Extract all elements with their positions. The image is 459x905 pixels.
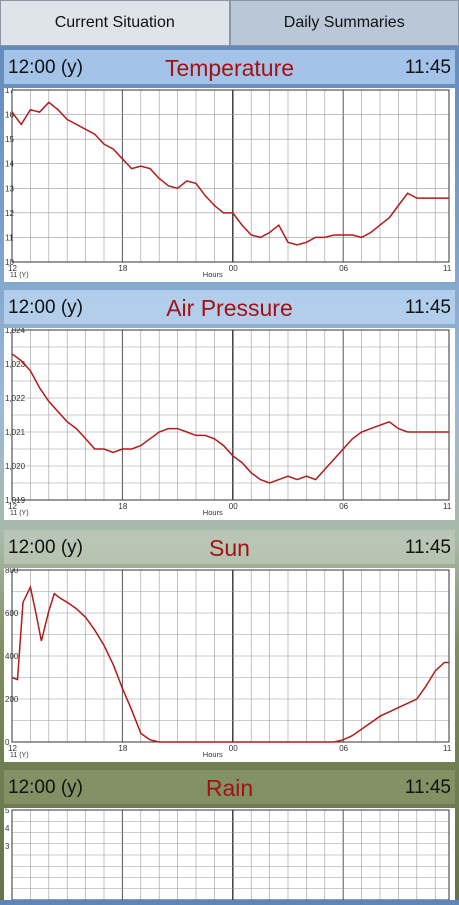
y-tick-label: 1,022 — [5, 394, 26, 403]
x-tick-label: 18 — [118, 744, 127, 753]
y-tick-label: 13 — [5, 184, 14, 193]
chart-background — [4, 88, 455, 282]
x-tick-label: 18 — [118, 264, 127, 273]
tab-bar: Current Situation Daily Summaries — [0, 0, 459, 46]
x-tick-label: 06 — [339, 502, 348, 511]
end-time-label: 11:45 — [405, 777, 451, 799]
y-tick-label: 800 — [5, 568, 19, 575]
panel-title: Rain — [4, 775, 455, 802]
panel-title: Temperature — [4, 55, 455, 82]
x-start-label: 11 (Y) — [10, 510, 29, 517]
chart-background — [4, 328, 455, 520]
panel-title: Sun — [4, 535, 455, 562]
rain-chart: 3 4 5 — [4, 808, 455, 905]
y-tick-label: 3 — [5, 842, 10, 851]
panel-title: Air Pressure — [4, 295, 455, 322]
end-time-label: 11:45 — [405, 57, 451, 79]
x-axis-title: Hours — [203, 270, 223, 279]
y-tick-label: 17 — [5, 88, 14, 95]
x-tick-label: 06 — [339, 264, 348, 273]
y-tick-label: 1,024 — [5, 328, 26, 335]
chart-background — [4, 568, 455, 762]
y-tick-label: 1,021 — [5, 428, 26, 437]
tab-daily-summaries[interactable]: Daily Summaries — [230, 0, 459, 46]
end-time-label: 11:45 — [405, 297, 451, 319]
x-tick-label: 00 — [229, 502, 238, 511]
y-tick-label: 5 — [5, 808, 10, 815]
x-tick-label: 18 — [118, 502, 127, 511]
y-tick-label: 15 — [5, 135, 14, 144]
panel-header: 12:00 (y) Rain 11:45 — [4, 770, 455, 804]
y-tick-label: 400 — [5, 652, 19, 661]
y-tick-label: 11 — [5, 233, 14, 242]
y-tick-label: 16 — [5, 111, 14, 120]
rain-panel[interactable]: 12:00 (y) Rain 11:45 3 4 5 — [4, 770, 455, 900]
panel-header: 12:00 (y) Temperature 11:45 — [4, 50, 455, 84]
x-axis-title: Hours — [203, 750, 223, 759]
x-tick-label: 06 — [339, 744, 348, 753]
x-start-label: 11 (Y) — [10, 272, 29, 279]
x-axis-title: Hours — [203, 508, 223, 517]
x-tick-label: 11 — [443, 264, 452, 273]
tab-current-situation[interactable]: Current Situation — [0, 0, 230, 46]
panel-header: 12:00 (y) Air Pressure 11:45 — [4, 290, 455, 324]
chart-background — [4, 808, 455, 900]
end-time-label: 11:45 — [405, 537, 451, 559]
x-tick-label: 00 — [229, 744, 238, 753]
y-tick-label: 14 — [5, 160, 14, 169]
x-start-label: 11 (Y) — [10, 752, 29, 759]
y-tick-label: 12 — [5, 209, 14, 218]
x-tick-label: 00 — [229, 264, 238, 273]
y-tick-label: 200 — [5, 695, 19, 704]
x-tick-label: 11 — [443, 502, 452, 511]
panel-header: 12:00 (y) Sun 11:45 — [4, 530, 455, 564]
y-tick-label: 600 — [5, 609, 19, 618]
x-tick-label: 11 — [443, 744, 452, 753]
y-tick-label: 1,020 — [5, 462, 26, 471]
y-tick-label: 4 — [5, 824, 10, 833]
